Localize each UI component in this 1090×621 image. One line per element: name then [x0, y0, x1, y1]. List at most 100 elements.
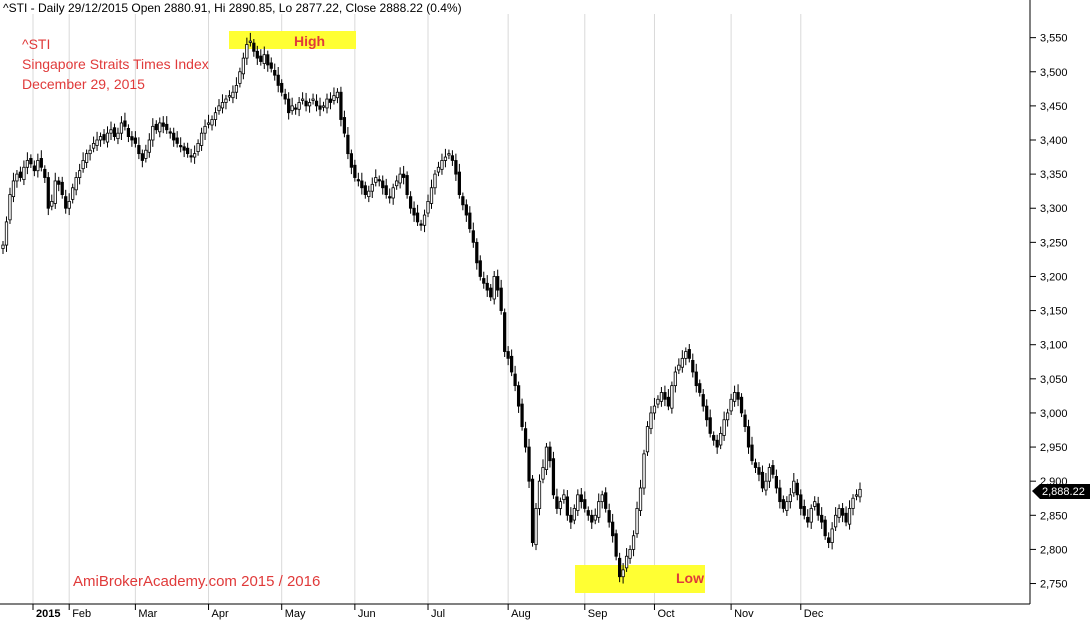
y-tick-label: 3,100 [1040, 340, 1068, 352]
y-tick-label: 3,350 [1040, 169, 1068, 181]
candle [429, 179, 434, 209]
candle [523, 421, 528, 453]
candle [95, 131, 99, 151]
candle [478, 255, 482, 281]
candle [67, 193, 71, 216]
candle [50, 194, 54, 211]
candle [123, 112, 127, 131]
candle [656, 395, 660, 409]
x-tick-label: Jun [358, 608, 376, 620]
candle [464, 199, 468, 222]
title-line-symbol: ^STI [22, 36, 50, 52]
x-tick-label: Jul [431, 608, 445, 620]
candle [670, 381, 674, 414]
candle [367, 185, 371, 203]
candle [739, 393, 744, 418]
candle [537, 474, 542, 516]
x-tick-label: Oct [657, 608, 674, 620]
candle [147, 133, 151, 158]
candle [645, 421, 650, 456]
candle [590, 509, 594, 529]
candle [642, 449, 646, 495]
candle [485, 275, 489, 297]
candle [74, 172, 78, 196]
candle [234, 77, 239, 100]
candle [583, 491, 587, 513]
candle [8, 187, 12, 224]
candle [503, 308, 507, 357]
candle [461, 192, 465, 211]
candle [774, 469, 779, 494]
candle [168, 127, 172, 139]
x-tick-label: Dec [804, 608, 824, 620]
candle [781, 495, 785, 513]
x-ticks: 2015 Feb Mar Apr May Jun Jul Aug Sep Oct Nov Dec [32, 604, 824, 620]
x-tick-label: 2015 [36, 608, 60, 620]
candle [360, 172, 364, 195]
candle [227, 90, 232, 102]
candle [91, 136, 96, 153]
y-tick-label: 3,400 [1040, 135, 1068, 147]
candle [548, 441, 552, 468]
candle [426, 194, 430, 218]
candle [165, 116, 169, 134]
axis-layer [0, 0, 1031, 605]
candle [88, 144, 92, 161]
candle [558, 497, 563, 516]
candle [468, 206, 472, 233]
candle [381, 175, 385, 195]
candle [607, 503, 611, 528]
candle [447, 149, 451, 160]
candle [785, 496, 789, 516]
candle [395, 175, 399, 190]
candle [238, 67, 242, 88]
candle [273, 63, 277, 81]
candle [182, 142, 186, 158]
candle [388, 188, 392, 204]
highlight-layer [229, 31, 705, 593]
candle [649, 406, 653, 435]
candle [482, 271, 486, 289]
candle [408, 191, 413, 214]
candle [39, 150, 43, 172]
candle [255, 45, 259, 65]
candle [746, 419, 751, 454]
candle [576, 489, 580, 516]
candle [363, 181, 367, 199]
x-tick-label: Nov [734, 608, 754, 620]
candle [22, 160, 26, 186]
candle [161, 116, 165, 134]
candle [802, 499, 806, 520]
candle [621, 563, 625, 584]
candle [795, 479, 799, 501]
candle [436, 161, 441, 177]
candle [753, 458, 758, 473]
low-highlight [575, 565, 705, 593]
candle [18, 166, 23, 182]
candle [551, 451, 556, 499]
candle [294, 103, 298, 115]
candle [15, 170, 19, 188]
candle [708, 409, 712, 438]
candle [186, 142, 190, 158]
candle [199, 127, 204, 151]
candle [314, 94, 319, 112]
candle [778, 479, 782, 509]
candle [262, 46, 266, 70]
candle [43, 165, 47, 183]
candle [757, 462, 761, 482]
candle [767, 463, 772, 488]
candle [816, 496, 820, 521]
candle [259, 49, 263, 66]
candle [600, 490, 604, 509]
candle [635, 501, 639, 538]
candle [492, 271, 496, 305]
candle [652, 397, 657, 420]
candle [680, 350, 684, 373]
y-ticks: 2,7502,8002,8502,9002,9503,0003,0503,100… [1030, 33, 1068, 591]
candle [694, 363, 698, 393]
candle [339, 86, 343, 127]
candle [269, 57, 273, 73]
candle [297, 97, 301, 117]
candle [126, 124, 131, 143]
